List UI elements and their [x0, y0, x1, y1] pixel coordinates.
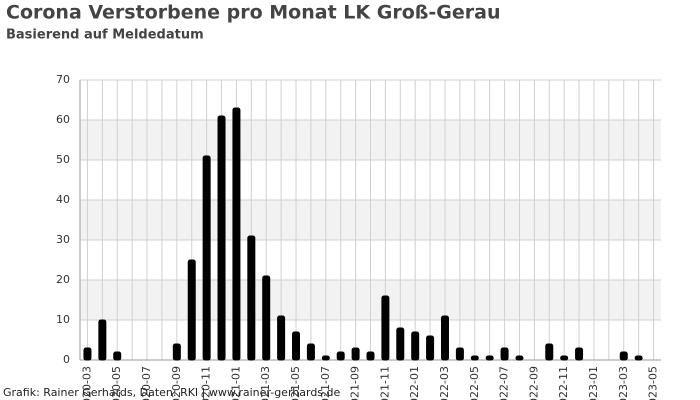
x-tick-label: 2021-03	[259, 366, 272, 400]
bar	[351, 347, 360, 361]
bar	[426, 335, 435, 361]
bar	[381, 295, 390, 361]
y-tick-label: 40	[56, 193, 70, 206]
x-tick-label: 2021-07	[319, 366, 332, 400]
bar	[455, 347, 464, 361]
bar	[545, 343, 554, 361]
footer: Grafik: Rainer Gerhards, Daten: RKI | ww…	[3, 386, 341, 399]
bar	[485, 355, 494, 361]
x-tick-label: 2021-01	[229, 366, 242, 400]
chart-subtitle: Basierend auf Meldedatum	[6, 28, 204, 43]
x-tick-label: 2023-05	[647, 366, 660, 400]
bar	[470, 355, 479, 361]
y-tick-label: 70	[56, 73, 70, 86]
bar	[336, 351, 345, 361]
y-tick-label: 30	[56, 233, 70, 246]
x-tick-label: 2021-09	[349, 366, 362, 400]
y-tick-label: 0	[63, 353, 70, 366]
bar	[232, 107, 241, 361]
bar	[247, 235, 256, 361]
x-tick-label: 2020-03	[80, 366, 93, 400]
bar	[187, 259, 196, 361]
x-tick-label: 2022-01	[408, 366, 421, 400]
x-tick-label: 2023-03	[617, 366, 630, 400]
bar	[411, 331, 420, 361]
x-tick-label: 2023-01	[587, 366, 600, 400]
bar	[575, 347, 584, 361]
bar	[396, 327, 405, 361]
x-tick-label: 2020-05	[110, 366, 123, 400]
bar	[202, 155, 211, 361]
y-tick-label: 10	[56, 313, 70, 326]
bar	[83, 347, 92, 361]
bar	[500, 347, 509, 361]
x-tick-label: 2022-09	[527, 366, 540, 400]
x-tick-label: 2022-03	[438, 366, 451, 400]
bar	[292, 331, 301, 361]
x-tick-label: 2022-05	[468, 366, 481, 400]
bar	[440, 315, 449, 361]
bar	[619, 351, 628, 361]
bar	[277, 315, 286, 361]
x-tick-label: 2021-11	[378, 366, 391, 400]
chart-title: Corona Verstorbene pro Monat LK Groß-Ger…	[6, 2, 501, 24]
x-tick-label: 2022-07	[498, 366, 511, 400]
y-tick-label: 50	[56, 153, 70, 166]
bar	[172, 343, 181, 361]
bar	[560, 355, 569, 361]
bar	[306, 343, 315, 361]
x-tick-label: 2020-09	[170, 366, 183, 400]
bar	[113, 351, 122, 361]
y-tick-label: 20	[56, 273, 70, 286]
x-tick-label: 2021-05	[289, 366, 302, 400]
bar	[217, 115, 226, 361]
bar	[634, 355, 643, 361]
bar	[262, 275, 271, 361]
y-tick-label: 60	[56, 113, 70, 126]
bar	[321, 355, 330, 361]
bar	[366, 351, 375, 361]
bar	[515, 355, 524, 361]
bar	[98, 319, 107, 361]
x-tick-label: 2020-07	[140, 366, 153, 400]
x-tick-label: 2022-11	[557, 366, 570, 400]
x-tick-label: 2020-11	[200, 366, 213, 400]
